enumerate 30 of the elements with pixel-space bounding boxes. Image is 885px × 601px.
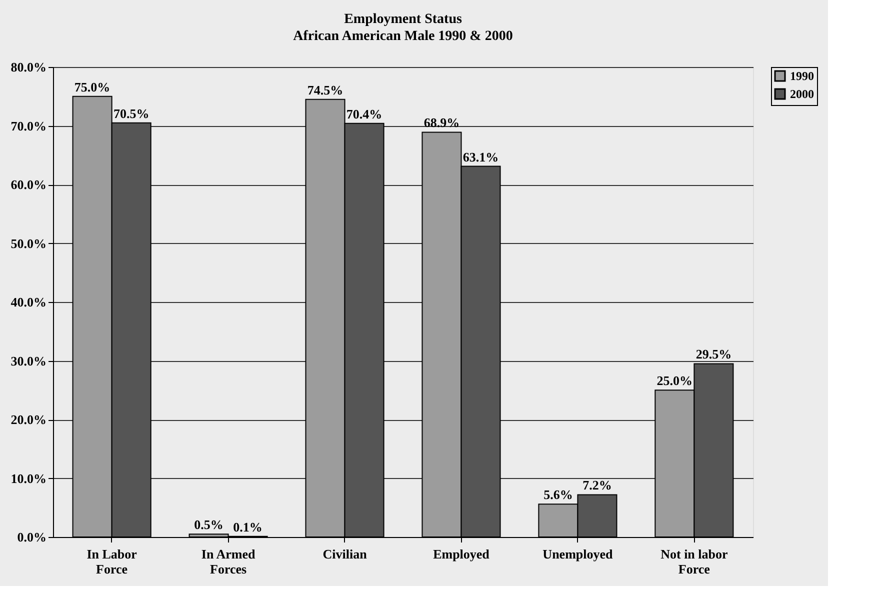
data-label: 25.0% [656,373,693,388]
y-tick-label: 70.0% [10,118,46,134]
data-label: 63.1% [462,149,499,164]
y-tick-label: 50.0% [10,236,46,251]
x-tick-label: Employed [433,546,490,562]
data-label: 70.4% [346,106,382,122]
data-label: 5.6% [544,487,573,502]
x-tick-label: In Armed Forces [201,546,256,576]
y-tick-label: 0.0% [17,530,46,544]
x-tick-label: In Labor Force [86,546,138,576]
data-label: 0.5% [194,517,224,532]
y-tick-label: 60.0% [10,177,46,192]
data-label: 75.0% [74,79,110,94]
data-label: 74.5% [307,82,344,98]
legend-label: 2000 [790,87,814,101]
y-tick-label: 40.0% [10,294,46,310]
y-tick-label: 80.0% [10,60,46,74]
y-tick-label: 20.0% [10,412,46,427]
data-label: 7.2% [582,478,612,493]
data-label: 70.5% [113,106,150,121]
y-tick-label: 30.0% [10,353,46,368]
data-label: 0.1% [233,519,262,534]
y-tick-label: 10.0% [10,470,46,486]
x-tick-label: Unemployed [542,546,614,562]
data-label: 29.5% [696,346,732,362]
chart-title: Employment Status [344,12,462,27]
chart-subtitle: African American Male 1990 & 2000 [293,29,513,44]
x-tick-label: Not in labor Force [660,546,728,576]
x-tick-label: Civilian [322,546,368,562]
legend-label: 1990 [790,69,814,83]
